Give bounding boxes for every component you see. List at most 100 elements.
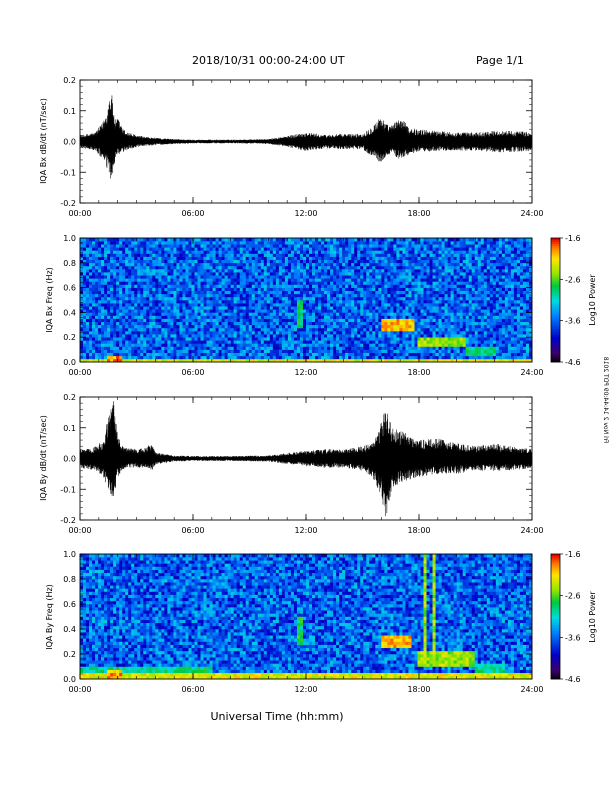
spectrogram-cell [372, 318, 376, 322]
spectrogram-cell [188, 290, 192, 295]
spectrogram-cell [86, 265, 90, 270]
spectrogram-cell [122, 281, 126, 285]
spectrogram-cell [176, 287, 180, 291]
spectrogram-cell [327, 281, 331, 285]
spectrogram-cell [351, 293, 355, 298]
spectrogram-cell [321, 287, 325, 291]
spectrogram-cell [348, 272, 352, 276]
spectrogram-cell [254, 355, 259, 360]
spectrogram-cell [378, 334, 382, 338]
spectrogram-cell [188, 324, 192, 329]
spectrogram-cell [393, 306, 397, 310]
spectrogram-cell [263, 349, 268, 353]
spectrogram-cell [164, 337, 168, 341]
spectrogram-cell [125, 334, 129, 338]
spectrogram-cell [98, 324, 102, 329]
spectrogram-cell [435, 303, 439, 307]
spectrogram-cell [375, 312, 379, 316]
spectrogram-cell [98, 281, 102, 285]
spectrogram-cell [426, 247, 430, 251]
spectrogram-cell [309, 256, 313, 260]
spectrogram-cell [290, 272, 295, 276]
spectrogram-cell [95, 349, 99, 353]
spectrogram-cell [381, 303, 385, 307]
spectrogram-cell [125, 244, 129, 248]
spectrogram-cell [161, 265, 165, 270]
spectrogram-cell [387, 250, 391, 254]
spectrogram-cell [188, 331, 192, 335]
spectrogram-cell [306, 327, 310, 332]
spectrogram-cell [248, 287, 253, 291]
spectrogram-cell [342, 278, 346, 282]
spectrogram-cell [420, 284, 424, 288]
spectrogram-cell [429, 265, 433, 270]
spectrogram-cell [327, 275, 331, 279]
spectrogram-cell [321, 281, 325, 285]
spectrogram-cell [206, 278, 210, 282]
spectrogram-cell [131, 340, 135, 344]
spectrogram-cell [384, 355, 388, 360]
spectrogram-cell [242, 358, 247, 363]
spectrogram-cell [86, 331, 90, 335]
spectrogram-cell [435, 318, 439, 322]
spectrogram-cell [251, 300, 256, 304]
spectrogram-cell [149, 321, 153, 326]
spectrogram-cell [233, 265, 237, 270]
spectrogram-cell [423, 303, 427, 307]
spectrogram-cell [230, 269, 234, 273]
spectrogram-cell [95, 321, 99, 326]
spectrogram-cell [363, 241, 367, 245]
spectrogram-cell [272, 269, 277, 273]
spectrogram-cell [227, 253, 231, 257]
spectrogram-cell [420, 306, 424, 310]
spectrogram-cell [417, 265, 421, 270]
spectrogram-cell [299, 346, 304, 350]
spectrogram-cell [137, 269, 141, 273]
spectrogram-cell [224, 238, 228, 242]
spectrogram-cell [86, 278, 90, 282]
spectrogram-cell [122, 296, 126, 301]
spectrogram-cell [197, 244, 201, 248]
spectrogram-cell [312, 256, 316, 260]
spectrogram-cell [309, 321, 313, 326]
spectrogram-cell [396, 247, 400, 251]
spectrogram-cell [318, 259, 322, 264]
spectrogram-cell [348, 290, 352, 295]
spectrogram-cell [423, 281, 427, 285]
spectrogram-cell [122, 272, 126, 276]
spectrogram-cell [227, 340, 231, 344]
spectrogram-cell [414, 272, 418, 276]
spectrogram-cell [287, 296, 292, 301]
spectrogram-cell [167, 327, 171, 332]
spectrogram-cell [414, 287, 418, 291]
spectrogram-cell [254, 327, 259, 332]
spectrogram-cell [170, 352, 174, 357]
spectrogram-cell [173, 278, 177, 282]
spectrogram-cell [444, 284, 448, 288]
spectrogram-cell [98, 247, 102, 251]
spectrogram-cell [248, 343, 253, 347]
spectrogram-cell [122, 287, 126, 291]
spectrogram-cell [233, 309, 237, 313]
spectrogram-cell [155, 315, 159, 319]
spectrogram-cell [146, 259, 150, 264]
spectrogram-cell [221, 303, 225, 307]
spectrogram-cell [372, 337, 376, 341]
spectrogram-cell [438, 244, 442, 248]
spectrogram-cell [92, 331, 96, 335]
spectrogram-cell [182, 272, 186, 276]
spectrogram-cell [215, 343, 219, 347]
spectrogram-cell [321, 343, 325, 347]
spectrogram-cell [233, 272, 237, 276]
spectrogram-cell [161, 358, 165, 363]
spectrogram-cell [321, 300, 325, 304]
spectrogram-cell [441, 262, 445, 267]
spectrogram-cell [101, 349, 105, 353]
spectrogram-cell [227, 265, 231, 270]
spectrogram-cell [366, 315, 370, 319]
spectrogram-cell [254, 272, 259, 276]
spectrogram-cell [336, 265, 340, 270]
spectrogram-cell [107, 303, 111, 307]
spectrogram-cell [155, 284, 159, 288]
spectrogram-cell [203, 272, 207, 276]
